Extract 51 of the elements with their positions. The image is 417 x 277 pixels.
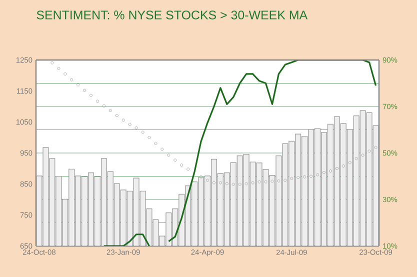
- chart-title: SENTIMENT: % NYSE STOCKS > 30-WEEK MA: [36, 10, 308, 20]
- point: [342, 164, 345, 168]
- point: [212, 181, 216, 184]
- point: [141, 130, 144, 134]
- point: [167, 154, 170, 157]
- point: [76, 83, 80, 86]
- point: [82, 88, 86, 92]
- point: [128, 122, 132, 126]
- point: [134, 126, 138, 130]
- point: [328, 169, 332, 173]
- point: [290, 176, 294, 180]
- point: [251, 181, 254, 184]
- point: [354, 157, 358, 160]
- point: [199, 175, 203, 178]
- point: [225, 182, 228, 186]
- point: [368, 150, 371, 153]
- point: [335, 166, 338, 170]
- point: [238, 182, 242, 186]
- point: [284, 178, 287, 182]
- point: [310, 174, 313, 178]
- point: [148, 136, 151, 140]
- point: [296, 176, 300, 180]
- point: [102, 104, 106, 108]
- point: [270, 180, 274, 183]
- point: [316, 173, 320, 176]
- point: [374, 146, 378, 149]
- point: [206, 178, 210, 182]
- point: [50, 61, 54, 64]
- point: [64, 72, 67, 76]
- point: [160, 148, 164, 151]
- point: [108, 108, 112, 112]
- point: [361, 154, 364, 157]
- point: [322, 170, 326, 174]
- point: [258, 180, 261, 184]
- point: [277, 179, 280, 182]
- point: [348, 161, 352, 164]
- point: [70, 78, 74, 82]
- point: [218, 181, 222, 184]
- point: [303, 175, 306, 178]
- point: [180, 164, 184, 167]
- point: [89, 94, 93, 97]
- point: [154, 142, 158, 145]
- point: [96, 100, 100, 103]
- point: [232, 182, 235, 186]
- point: [244, 182, 248, 186]
- point: [174, 158, 177, 162]
- point: [186, 168, 190, 171]
- point: [122, 118, 125, 122]
- point: [115, 114, 118, 118]
- point: [264, 180, 268, 184]
- point: [57, 66, 60, 70]
